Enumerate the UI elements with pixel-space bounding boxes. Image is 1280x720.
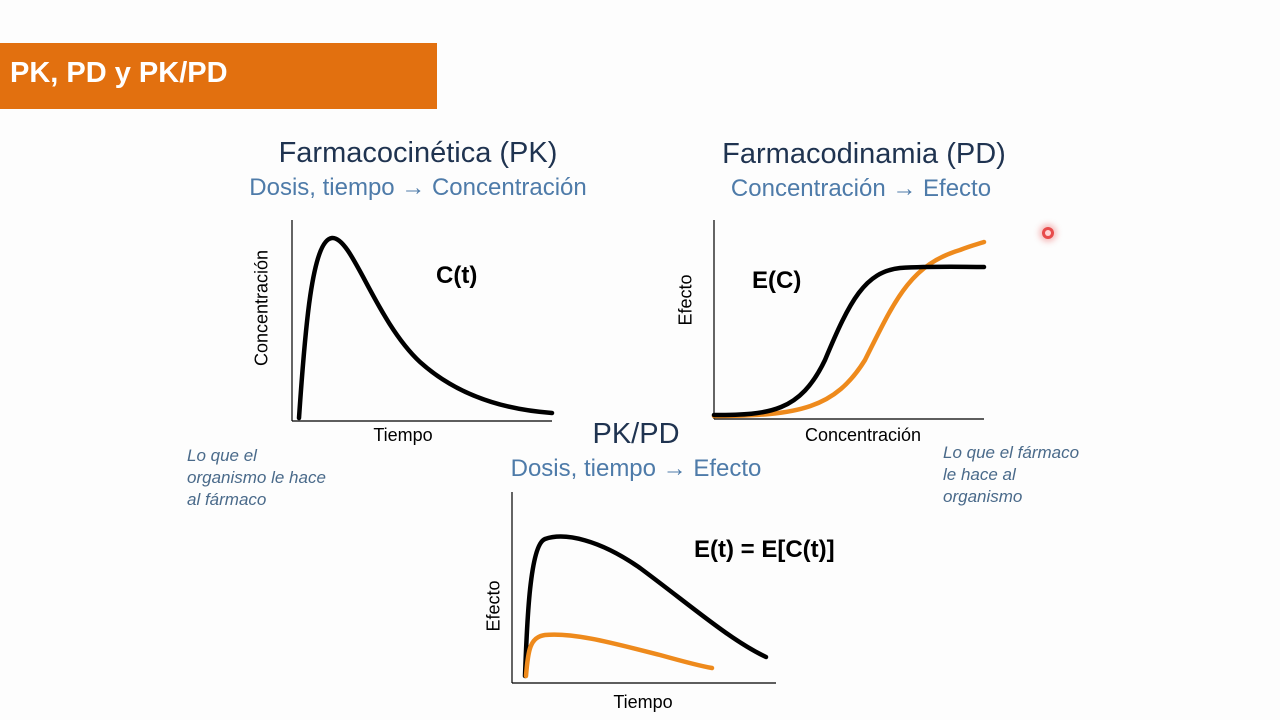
- pd-title: Farmacodinamia (PD): [722, 138, 1006, 170]
- pd-note: Lo que el fármaco le hace al organismo: [943, 443, 1080, 506]
- pd-plot: [711, 220, 987, 420]
- pd-effect-curve-orange: [711, 239, 987, 419]
- pk-subtitle: Dosis, tiempo → Concentración: [249, 174, 587, 201]
- slide-title: PK, PD y PK/PD: [10, 57, 228, 89]
- pk-x-label: Tiempo: [373, 425, 433, 445]
- pk-formula: C(t): [436, 262, 478, 289]
- pd-effect-curve-black: [711, 264, 987, 418]
- pkpd-y-label: Efecto: [483, 580, 504, 632]
- pk-note: Lo que el organismo le hace al fármaco: [187, 446, 326, 509]
- pkpd-x-label: Tiempo: [613, 692, 673, 712]
- pkpd-plot: [511, 492, 776, 684]
- pd-y-label: Efecto: [675, 274, 696, 326]
- pk-y-label: Concentración: [251, 249, 272, 367]
- pkpd-title: PK/PD: [592, 418, 680, 450]
- pkpd-effect-curve-orange: [523, 632, 715, 679]
- title-banner: PK, PD y PK/PD: [0, 43, 437, 109]
- pkpd-subtitle: Dosis, tiempo → Efecto: [510, 455, 762, 482]
- pk-plot: [291, 220, 555, 422]
- pkpd-formula: E(t) = E[C(t)]: [694, 536, 835, 563]
- laser-pointer-icon: [1042, 227, 1054, 239]
- pk-concentration-curve: [296, 235, 555, 421]
- pd-subtitle: Concentración → Efecto: [730, 175, 992, 202]
- pd-x-label: Concentración: [804, 425, 922, 445]
- pk-title: Farmacocinética (PK): [278, 137, 558, 169]
- pd-formula: E(C): [752, 267, 802, 294]
- pkpd-effect-curve-black: [522, 534, 769, 679]
